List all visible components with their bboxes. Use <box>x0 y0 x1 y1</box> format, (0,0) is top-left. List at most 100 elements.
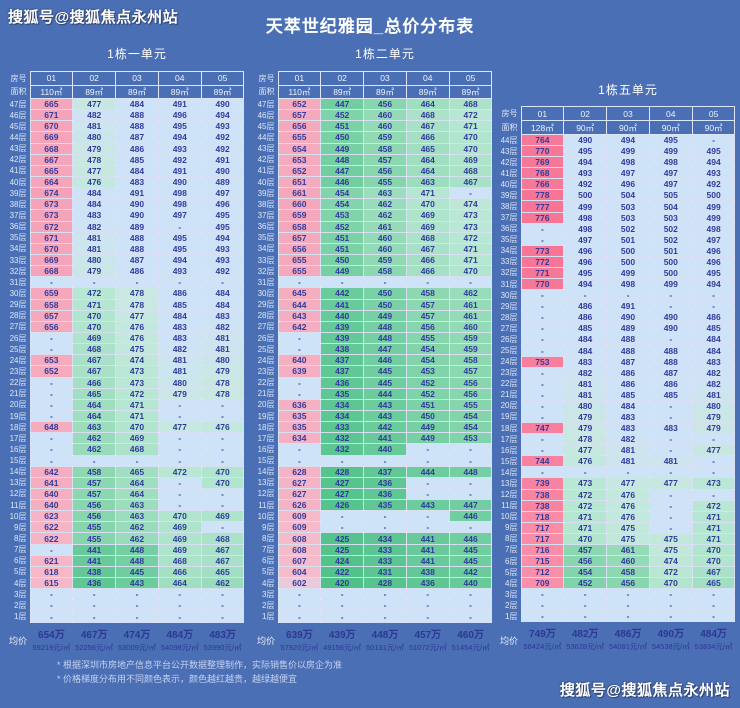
price-cell: 445 <box>115 565 159 579</box>
table-row: 1层 - - - - - <box>253 610 493 623</box>
price-cell: - <box>405 521 450 534</box>
table-row: 6层 715 456 460 474 470 <box>496 554 736 568</box>
price-cell: 769 <box>520 156 565 169</box>
price-cell: - <box>648 588 693 601</box>
price-cell: 469 <box>405 209 450 222</box>
price-cell: - <box>29 409 74 423</box>
price-cell: - <box>606 466 650 479</box>
price-cell: - <box>29 276 74 289</box>
table-row: 42层 769 494 498 498 494 <box>496 156 736 169</box>
area-value: 110㎡ <box>29 84 74 99</box>
price-cell: 498 <box>563 211 608 224</box>
table-row: 29层 658 471 478 485 484 <box>5 298 245 311</box>
average-unit-price: 53990元/㎡ <box>203 642 242 652</box>
price-cell: 485 <box>563 322 608 335</box>
price-cell: 462 <box>115 521 159 534</box>
floor-label: 37层 <box>257 210 275 220</box>
price-cell: 483 <box>72 209 117 222</box>
price-cell: 448 <box>115 554 159 567</box>
price-cell: 709 <box>520 577 565 590</box>
price-cell: 488 <box>606 333 650 346</box>
average-cell: 460万 51454元/㎡ <box>449 630 492 652</box>
price-cell: - <box>405 443 450 456</box>
price-cell: 471 <box>563 510 608 523</box>
floor-label: 43层 <box>257 144 275 154</box>
price-cell: 664 <box>29 175 74 189</box>
table-row: 10层 623 456 463 470 469 <box>5 510 245 523</box>
price-cell: 488 <box>115 109 159 122</box>
price-cell: 481 <box>606 444 650 457</box>
price-cell: - <box>320 610 365 623</box>
price-cell: 469 <box>157 532 202 545</box>
price-cell: 667 <box>29 153 74 166</box>
price-cell: 467 <box>405 242 450 255</box>
price-cell: 495 <box>691 266 736 280</box>
price-cell: 432 <box>320 443 365 456</box>
price-cell: - <box>405 276 450 289</box>
table-row: 19层 -479 483-479 <box>496 410 736 424</box>
price-cell: 484 <box>691 344 736 357</box>
table-row: 44层 764 490 494 495- <box>496 133 736 147</box>
price-cell: 461 <box>448 309 493 322</box>
price-cell: 469 <box>72 331 117 345</box>
price-cell: - <box>277 599 322 612</box>
price-cell: 635 <box>277 421 322 434</box>
price-cell: 449 <box>320 265 365 278</box>
table-row: 11层 738 472 476-472 <box>496 499 736 512</box>
table-row: 30层 - - - - - <box>496 289 736 302</box>
average-total-price: 490万 <box>657 629 685 641</box>
table-row: 20层 -464 471- - <box>5 398 245 411</box>
area-value: 89㎡ <box>363 84 407 99</box>
price-cell: 607 <box>277 554 322 567</box>
floor-label: 11层 <box>501 501 518 511</box>
price-cell: 461 <box>363 220 407 233</box>
table-row: 7层 608 425 433 441 445 <box>253 543 493 556</box>
price-cell: 463 <box>72 421 117 434</box>
price-cell: - <box>520 233 565 246</box>
price-cell: 486 <box>115 265 159 278</box>
table-row: 25层 -438 447 454 459 <box>253 343 493 356</box>
price-cell: - <box>72 588 117 601</box>
table-row: 37层 776 498 503 503 499 <box>496 211 736 224</box>
floor-label: 4层 <box>505 578 518 588</box>
floor-label: 12层 <box>9 489 27 499</box>
price-cell: - <box>520 599 565 612</box>
price-cell: - <box>115 276 159 289</box>
table-row: 40层 651 446 455 463 467 <box>253 175 493 189</box>
price-cell: 475 <box>606 532 650 545</box>
price-cell: 484 <box>200 298 245 311</box>
area-header-label: 面积 <box>10 87 27 97</box>
table-row: 45层 670 481 488 495 493 <box>5 120 245 133</box>
average-unit-price: 53009元/㎡ <box>118 642 156 652</box>
table-row: 44层 669 480 487 494 492 <box>5 131 245 144</box>
price-cell: 495 <box>691 145 736 158</box>
table-row: 7层 716 457 461 475 470 <box>496 543 736 556</box>
price-cell: 486 <box>691 311 736 324</box>
floor-label: 47层 <box>257 99 275 109</box>
price-cell: - <box>691 289 736 302</box>
price-cell: 479 <box>157 387 202 400</box>
price-cell: 456 <box>405 320 450 333</box>
price-cell: 669 <box>29 131 74 144</box>
price-cell: 495 <box>157 231 202 244</box>
table-row: 4层 602 420 428 436 440 <box>253 577 493 590</box>
price-cell: 496 <box>606 178 650 191</box>
price-cell: 768 <box>520 167 565 180</box>
price-cell: 462 <box>72 443 117 456</box>
price-cell: 658 <box>29 298 74 311</box>
price-cell: - <box>648 399 693 412</box>
price-cell: 481 <box>563 388 608 401</box>
price-cell: 778 <box>520 189 565 202</box>
unit-table-building1-unit1: 1栋一单元 房号 01 02 03 04 05 面积 110㎡ 89㎡ 89㎡ 89㎡ 89㎡ 47层… <box>5 46 245 652</box>
price-cell: 442 <box>320 287 365 300</box>
price-cell: 464 <box>115 476 159 489</box>
price-cell: 655 <box>277 265 322 278</box>
floor-label: 9层 <box>262 522 275 532</box>
table-row: 12层 627 427 436- - <box>253 487 493 501</box>
price-cell: 468 <box>200 532 245 545</box>
floor-label: 34层 <box>9 244 27 254</box>
table-row: 36层 658 452 461 469 473 <box>253 220 493 233</box>
floor-label: 38层 <box>257 199 275 209</box>
price-cell: - <box>448 487 493 501</box>
price-cell: 498 <box>691 222 736 235</box>
